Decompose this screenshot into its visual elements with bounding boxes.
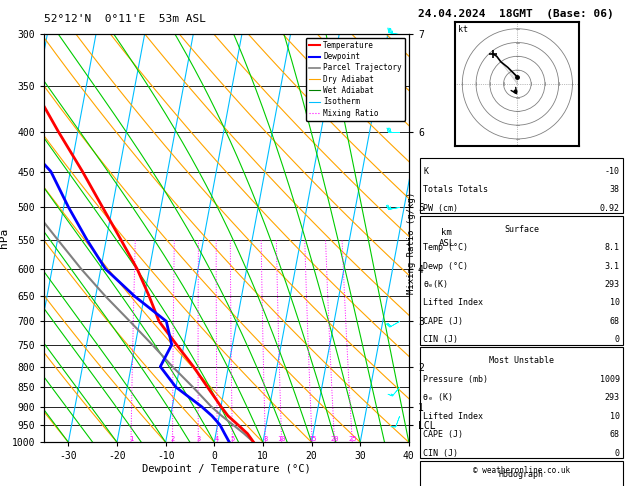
Text: K: K (423, 167, 428, 176)
Text: Temp (°C): Temp (°C) (423, 243, 469, 252)
Text: Surface: Surface (504, 225, 539, 234)
Text: Totals Totals: Totals Totals (423, 185, 488, 194)
Text: 8: 8 (264, 436, 267, 442)
Text: Mixing Ratio (g/kg): Mixing Ratio (g/kg) (408, 192, 416, 294)
Text: Pressure (mb): Pressure (mb) (423, 375, 488, 384)
Text: 52°12'N  0°11'E  53m ASL: 52°12'N 0°11'E 53m ASL (44, 14, 206, 24)
Text: 68: 68 (610, 317, 620, 326)
Text: © weatheronline.co.uk: © weatheronline.co.uk (473, 466, 570, 475)
Text: 10: 10 (277, 436, 286, 442)
Text: CAPE (J): CAPE (J) (423, 317, 464, 326)
Text: 8.1: 8.1 (604, 243, 620, 252)
Text: PW (cm): PW (cm) (423, 204, 459, 213)
Text: 10: 10 (610, 298, 620, 308)
Text: 1009: 1009 (599, 375, 620, 384)
Text: 2: 2 (170, 436, 175, 442)
Text: 3.1: 3.1 (604, 261, 620, 271)
Text: Lifted Index: Lifted Index (423, 412, 483, 421)
Text: 0: 0 (615, 449, 620, 458)
Text: 10: 10 (610, 412, 620, 421)
Text: 3: 3 (196, 436, 201, 442)
Text: Dewp (°C): Dewp (°C) (423, 261, 469, 271)
Legend: Temperature, Dewpoint, Parcel Trajectory, Dry Adiabat, Wet Adiabat, Isotherm, Mi: Temperature, Dewpoint, Parcel Trajectory… (306, 38, 405, 121)
Text: 25: 25 (348, 436, 357, 442)
Text: 20: 20 (330, 436, 339, 442)
Text: Hodograph: Hodograph (499, 469, 544, 479)
Text: 0.92: 0.92 (599, 204, 620, 213)
Text: -10: -10 (604, 167, 620, 176)
Y-axis label: hPa: hPa (0, 228, 9, 248)
Text: CAPE (J): CAPE (J) (423, 430, 464, 439)
Text: CIN (J): CIN (J) (423, 449, 459, 458)
Text: 24.04.2024  18GMT  (Base: 06): 24.04.2024 18GMT (Base: 06) (418, 9, 614, 19)
Text: 4: 4 (215, 436, 220, 442)
Text: 1: 1 (129, 436, 133, 442)
Text: CIN (J): CIN (J) (423, 335, 459, 345)
Text: 38: 38 (610, 185, 620, 194)
Text: 15: 15 (308, 436, 316, 442)
Text: kt: kt (458, 24, 468, 34)
Text: 68: 68 (610, 430, 620, 439)
Text: 293: 293 (604, 393, 620, 402)
X-axis label: Dewpoint / Temperature (°C): Dewpoint / Temperature (°C) (142, 464, 311, 474)
Text: θₑ(K): θₑ(K) (423, 280, 448, 289)
Text: Most Unstable: Most Unstable (489, 356, 554, 365)
Y-axis label: km
ASL: km ASL (438, 228, 455, 248)
Text: 5: 5 (230, 436, 235, 442)
Text: θₑ (K): θₑ (K) (423, 393, 454, 402)
Text: 0: 0 (615, 335, 620, 345)
Text: 293: 293 (604, 280, 620, 289)
Text: Lifted Index: Lifted Index (423, 298, 483, 308)
